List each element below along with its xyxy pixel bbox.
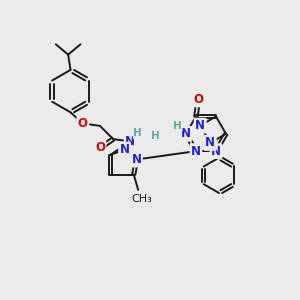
Text: CH₃: CH₃ xyxy=(131,194,152,204)
Text: N: N xyxy=(191,145,201,158)
Text: N: N xyxy=(211,145,221,158)
Text: N: N xyxy=(125,135,135,148)
Text: N: N xyxy=(131,153,141,166)
Text: H: H xyxy=(173,121,182,130)
Text: O: O xyxy=(193,93,203,106)
Text: N: N xyxy=(205,136,215,149)
Text: H: H xyxy=(133,128,142,138)
Text: H: H xyxy=(151,131,160,141)
Text: N: N xyxy=(181,127,191,140)
Text: O: O xyxy=(95,141,105,154)
Text: N: N xyxy=(120,143,130,156)
Text: O: O xyxy=(78,117,88,130)
Text: N: N xyxy=(195,119,205,132)
